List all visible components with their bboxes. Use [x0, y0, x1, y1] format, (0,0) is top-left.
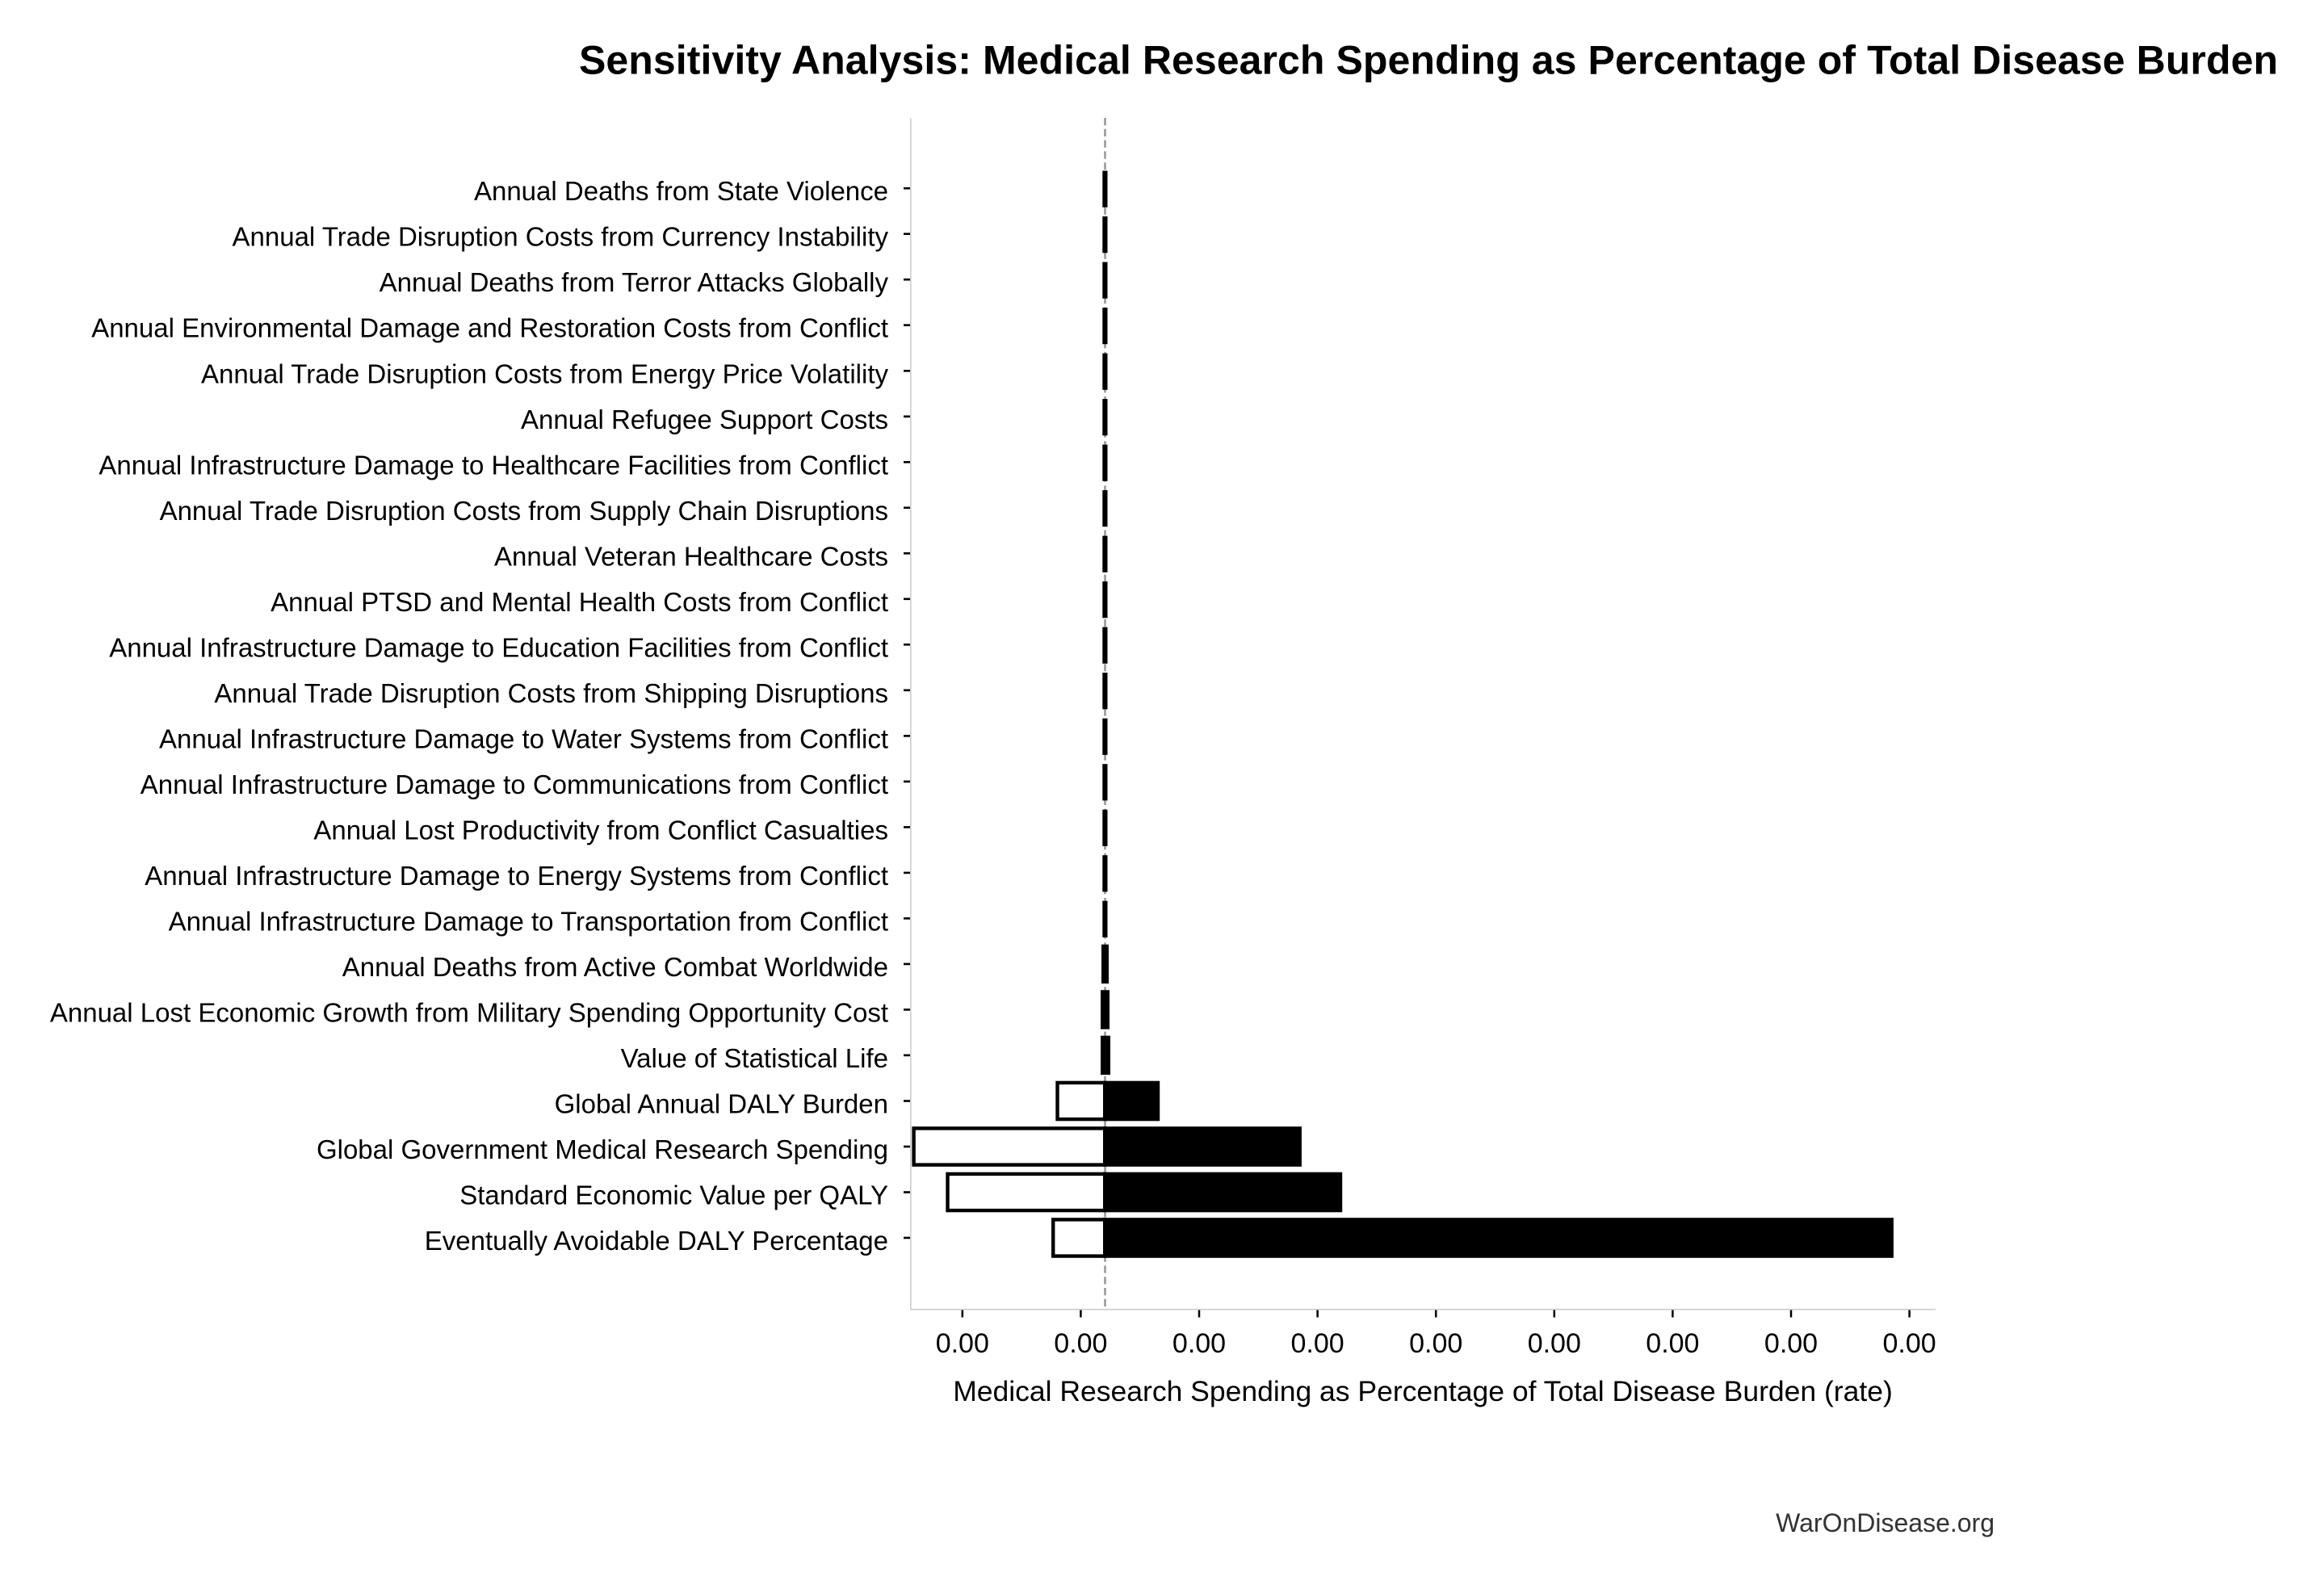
svg-text:Annual Infrastructure Damage t: Annual Infrastructure Damage to Energy S… — [145, 861, 888, 891]
svg-text:0.00: 0.00 — [1172, 1328, 1226, 1359]
svg-text:Annual Deaths from State Viole: Annual Deaths from State Violence — [474, 176, 888, 206]
svg-text:Global Government Medical Rese: Global Government Medical Research Spend… — [317, 1134, 888, 1164]
svg-text:Annual Lost Economic Growth fr: Annual Lost Economic Growth from Militar… — [50, 997, 888, 1027]
svg-text:Annual Trade Disruption Costs: Annual Trade Disruption Costs from Shipp… — [214, 678, 888, 708]
svg-text:Annual Infrastructure Damage t: Annual Infrastructure Damage to Water Sy… — [159, 723, 888, 753]
svg-text:0.00: 0.00 — [1528, 1328, 1581, 1359]
svg-text:0.00: 0.00 — [1409, 1328, 1462, 1359]
svg-text:Annual Trade Disruption Costs: Annual Trade Disruption Costs from Energ… — [201, 359, 889, 388]
svg-text:0.00: 0.00 — [1054, 1328, 1107, 1359]
svg-text:0.00: 0.00 — [1764, 1328, 1818, 1359]
svg-text:Annual Infrastructure Damage t: Annual Infrastructure Damage to Transpor… — [169, 906, 888, 936]
svg-text:Value of Statistical Life: Value of Statistical Life — [621, 1043, 888, 1073]
svg-text:Annual Deaths from Terror Atta: Annual Deaths from Terror Attacks Global… — [380, 267, 889, 297]
svg-text:Annual Infrastructure Damage t: Annual Infrastructure Damage to Healthca… — [99, 450, 888, 480]
svg-text:Eventually Avoidable DALY Perc: Eventually Avoidable DALY Percentage — [425, 1226, 888, 1256]
svg-text:Annual Trade Disruption Costs: Annual Trade Disruption Costs from Curre… — [233, 222, 889, 252]
svg-text:Annual Trade Disruption Costs: Annual Trade Disruption Costs from Suppl… — [160, 496, 888, 526]
svg-text:WarOnDisease.org: WarOnDisease.org — [1776, 1508, 1995, 1537]
svg-text:0.00: 0.00 — [1883, 1328, 1936, 1359]
svg-text:Sensitivity Analysis: Medical: Sensitivity Analysis: Medical Research S… — [579, 38, 2278, 83]
svg-text:0.00: 0.00 — [1646, 1328, 1699, 1359]
svg-text:Annual Refugee Support Costs: Annual Refugee Support Costs — [521, 405, 888, 434]
svg-text:Annual Environmental Damage an: Annual Environmental Damage and Restorat… — [91, 313, 888, 343]
svg-text:Standard Economic Value per QA: Standard Economic Value per QALY — [459, 1181, 888, 1210]
svg-text:Annual Infrastructure Damage t: Annual Infrastructure Damage to Educatio… — [109, 632, 888, 662]
svg-text:Annual Veteran Healthcare Cost: Annual Veteran Healthcare Costs — [494, 541, 888, 571]
svg-text:Medical Research Spending as P: Medical Research Spending as Percentage … — [953, 1375, 1893, 1407]
svg-text:Annual Deaths from Active Comb: Annual Deaths from Active Combat Worldwi… — [342, 952, 888, 982]
svg-text:0.00: 0.00 — [936, 1328, 989, 1359]
svg-text:Annual PTSD and Mental Health: Annual PTSD and Mental Health Costs from… — [271, 587, 888, 617]
svg-text:Annual Infrastructure Damage t: Annual Infrastructure Damage to Communic… — [141, 770, 888, 799]
svg-text:Annual Lost Productivity from: Annual Lost Productivity from Conflict C… — [313, 815, 888, 845]
svg-text:Global Annual DALY Burden: Global Annual DALY Burden — [555, 1089, 888, 1119]
svg-text:0.00: 0.00 — [1291, 1328, 1344, 1359]
